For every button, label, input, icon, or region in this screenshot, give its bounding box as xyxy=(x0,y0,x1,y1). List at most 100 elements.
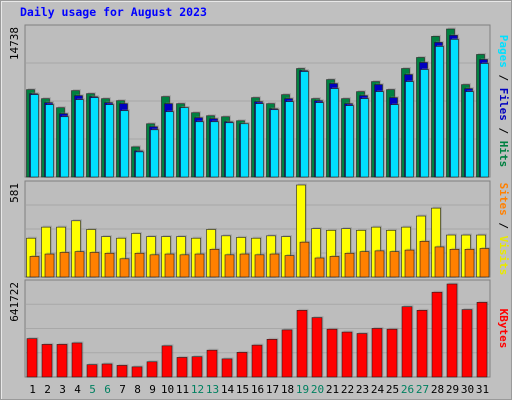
bar-sites-11 xyxy=(179,254,190,278)
bar-sites-5 xyxy=(89,252,100,278)
max-label-hits-files-pages: 14738 xyxy=(8,27,21,60)
bar-sites-20 xyxy=(314,257,325,278)
day-label-26: 26 xyxy=(401,383,414,396)
bar-kbytes-27 xyxy=(416,310,428,378)
bar-kbytes-7 xyxy=(116,365,128,378)
bar-kbytes-14 xyxy=(221,358,233,378)
bar-pages-11 xyxy=(180,107,189,178)
day-label-23: 23 xyxy=(356,383,369,396)
day-label-14: 14 xyxy=(221,383,235,396)
bar-kbytes-16 xyxy=(251,344,263,378)
day-label-19: 19 xyxy=(296,383,309,396)
bar-sites-26 xyxy=(404,249,415,278)
legend-separator: / xyxy=(497,121,510,141)
bar-sites-27 xyxy=(419,241,430,278)
day-label-16: 16 xyxy=(251,383,264,396)
bar-kbytes-22 xyxy=(341,331,353,378)
bar-kbytes-9 xyxy=(146,361,158,378)
bar-sites-18 xyxy=(284,255,295,278)
bar-kbytes-13 xyxy=(206,349,218,378)
bar-pages-22 xyxy=(345,105,354,178)
bar-kbytes-31 xyxy=(476,302,488,378)
day-label-15: 15 xyxy=(236,383,249,396)
bar-sites-14 xyxy=(224,254,235,278)
legend-item-files: Files xyxy=(497,88,510,121)
bar-pages-4 xyxy=(75,99,84,178)
bar-pages-21 xyxy=(330,88,339,178)
day-label-13: 13 xyxy=(206,383,219,396)
day-label-3: 3 xyxy=(59,383,66,396)
bar-kbytes-29 xyxy=(446,283,458,378)
bar-sites-15 xyxy=(239,253,250,278)
day-label-12: 12 xyxy=(191,383,204,396)
day-label-24: 24 xyxy=(371,383,385,396)
bar-kbytes-3 xyxy=(56,344,68,378)
chart-title: Daily usage for August 2023 xyxy=(20,5,207,19)
legend-visits-sites: Sites / Visits xyxy=(497,183,510,276)
bar-pages-18 xyxy=(285,101,294,178)
legend-item-kbytes: KBytes xyxy=(497,309,510,349)
bar-pages-23 xyxy=(360,98,369,178)
bar-pages-30 xyxy=(465,91,474,178)
bar-pages-25 xyxy=(390,104,399,178)
bar-pages-20 xyxy=(315,102,324,178)
bar-pages-26 xyxy=(405,81,414,178)
day-label-20: 20 xyxy=(311,383,324,396)
day-label-28: 28 xyxy=(431,383,444,396)
day-label-25: 25 xyxy=(386,383,399,396)
bar-sites-22 xyxy=(344,252,355,278)
bar-kbytes-20 xyxy=(311,317,323,378)
bar-pages-3 xyxy=(60,116,69,178)
bar-sites-25 xyxy=(389,251,400,278)
bar-sites-10 xyxy=(164,253,175,278)
day-label-18: 18 xyxy=(281,383,294,396)
bar-kbytes-24 xyxy=(371,328,383,378)
bar-kbytes-10 xyxy=(161,345,173,378)
bar-sites-19 xyxy=(299,241,310,278)
bar-sites-16 xyxy=(254,254,265,278)
bar-kbytes-30 xyxy=(461,309,473,378)
day-label-4: 4 xyxy=(74,383,81,396)
legend-separator: / xyxy=(497,216,510,236)
day-label-8: 8 xyxy=(134,383,141,396)
day-label-27: 27 xyxy=(416,383,429,396)
legend-item-sites: Sites xyxy=(497,183,510,216)
day-label-29: 29 xyxy=(446,383,459,396)
bar-pages-17 xyxy=(270,109,279,178)
bar-pages-10 xyxy=(165,111,174,178)
bar-pages-2 xyxy=(45,104,54,178)
legend-item-visits: Visits xyxy=(497,236,510,276)
bar-sites-24 xyxy=(374,250,385,278)
day-label-7: 7 xyxy=(119,383,126,396)
bar-kbytes-8 xyxy=(131,366,143,378)
bar-kbytes-15 xyxy=(236,352,248,378)
bar-pages-13 xyxy=(210,121,219,178)
bar-sites-8 xyxy=(134,252,145,278)
bar-sites-13 xyxy=(209,248,220,278)
bar-kbytes-6 xyxy=(101,363,113,378)
bar-sites-1 xyxy=(29,256,40,278)
bar-kbytes-4 xyxy=(71,342,83,378)
bar-sites-29 xyxy=(449,248,460,278)
bar-sites-2 xyxy=(44,253,55,278)
bar-kbytes-23 xyxy=(356,333,368,378)
day-label-2: 2 xyxy=(44,383,51,396)
bar-pages-15 xyxy=(240,123,249,178)
bar-pages-28 xyxy=(435,46,444,178)
bar-pages-14 xyxy=(225,122,234,178)
bar-sites-7 xyxy=(119,258,130,278)
legend-separator: / xyxy=(497,68,510,88)
day-label-5: 5 xyxy=(89,383,96,396)
day-label-6: 6 xyxy=(104,383,111,396)
bar-pages-12 xyxy=(195,121,204,178)
bar-sites-30 xyxy=(464,248,475,278)
legend-item-pages: Pages xyxy=(497,35,510,68)
bar-sites-31 xyxy=(479,248,490,278)
bar-sites-21 xyxy=(329,256,340,278)
bar-sites-9 xyxy=(149,254,160,278)
bar-sites-17 xyxy=(269,253,280,278)
bar-pages-29 xyxy=(450,39,459,178)
bar-kbytes-17 xyxy=(266,339,278,378)
max-label-kbytes: 641722 xyxy=(8,282,21,322)
